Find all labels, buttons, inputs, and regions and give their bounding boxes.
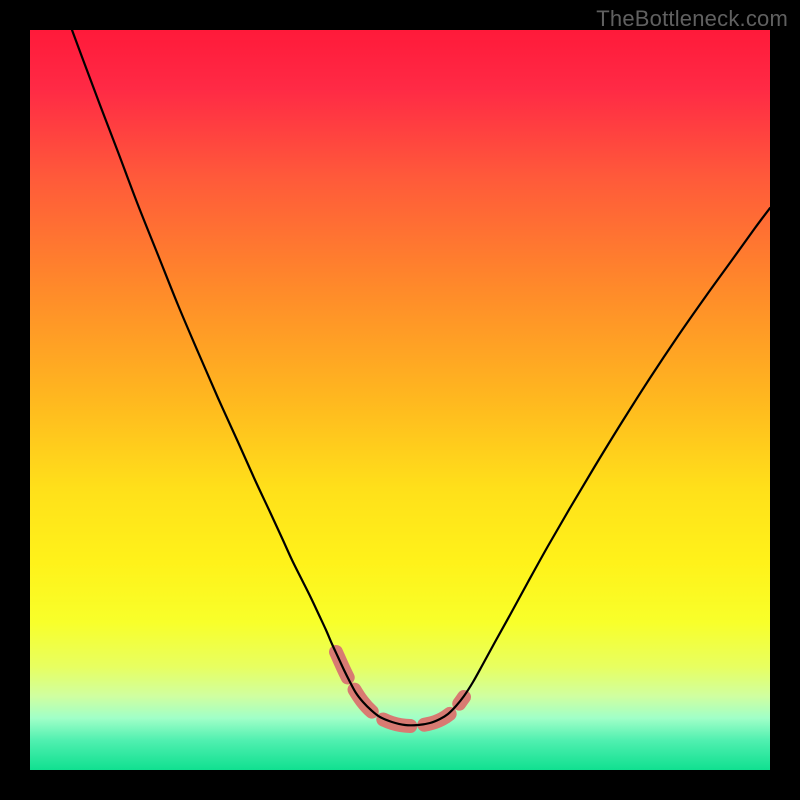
highlight-curve <box>336 652 464 726</box>
plot-area <box>30 30 770 770</box>
watermark-text: TheBottleneck.com <box>596 6 788 32</box>
curve-layer <box>30 30 770 770</box>
main-curve <box>72 30 770 725</box>
